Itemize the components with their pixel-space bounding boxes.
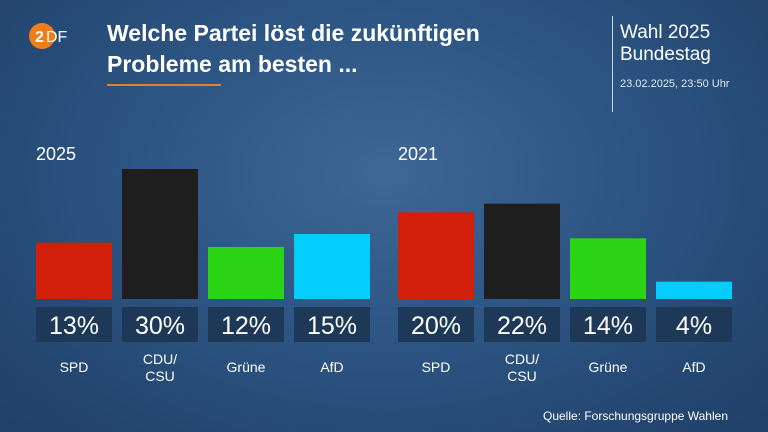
bar-2021	[656, 281, 732, 299]
value-label: 12%	[221, 312, 271, 340]
bar-2021	[398, 212, 474, 299]
bar-2025	[122, 169, 198, 299]
value-label-box	[36, 307, 112, 342]
value-label-box	[656, 307, 732, 342]
value-label: 20%	[411, 312, 461, 340]
category-label: CSU	[507, 368, 537, 384]
bar-2025	[294, 234, 370, 299]
value-label: 14%	[583, 312, 633, 340]
header-divider	[612, 16, 613, 112]
category-label: AfD	[320, 359, 343, 375]
value-label: 30%	[135, 312, 185, 340]
category-label: CDU/	[143, 351, 177, 367]
title-underline	[107, 84, 221, 86]
chart-year-label: 2025	[36, 144, 76, 164]
category-label: Grüne	[589, 359, 628, 375]
category-label: CSU	[145, 368, 175, 384]
election-label: Wahl 2025 Bundestag	[620, 22, 711, 66]
bar-2025	[36, 242, 112, 299]
bar-2021	[484, 203, 560, 299]
zdf-logo: 2 DF	[29, 23, 68, 49]
svg-text:DF: DF	[46, 29, 68, 46]
value-label-box	[122, 307, 198, 342]
category-label: CDU/	[505, 351, 539, 367]
value-label: 15%	[307, 312, 357, 340]
bar-2021	[570, 238, 646, 299]
title-line-1: Welche Partei löst die zukünftigen	[107, 20, 480, 46]
page-title: Welche Partei löst die zukünftigen Probl…	[107, 18, 567, 80]
category-label: AfD	[682, 359, 705, 375]
category-label: Grüne	[227, 359, 266, 375]
category-label: SPD	[60, 359, 89, 375]
title-line-2: Probleme am besten ...	[107, 51, 358, 77]
chart-year-label: 2021	[398, 144, 438, 164]
value-label-box	[208, 307, 284, 342]
svg-text:2: 2	[35, 29, 44, 46]
value-label-box	[294, 307, 370, 342]
election-line-2: Bundestag	[620, 44, 711, 65]
election-line-1: Wahl 2025	[620, 22, 711, 43]
value-label: 13%	[49, 312, 99, 340]
value-label-box	[484, 307, 560, 342]
bar-2025	[208, 247, 284, 299]
value-label-box	[398, 307, 474, 342]
value-label: 22%	[497, 312, 547, 340]
source-note: Quelle: Forschungsgruppe Wahlen	[543, 409, 728, 423]
value-label-box	[570, 307, 646, 342]
category-label: SPD	[422, 359, 451, 375]
value-label: 4%	[676, 312, 712, 340]
timestamp: 23.02.2025, 23:50 Uhr	[620, 78, 730, 90]
